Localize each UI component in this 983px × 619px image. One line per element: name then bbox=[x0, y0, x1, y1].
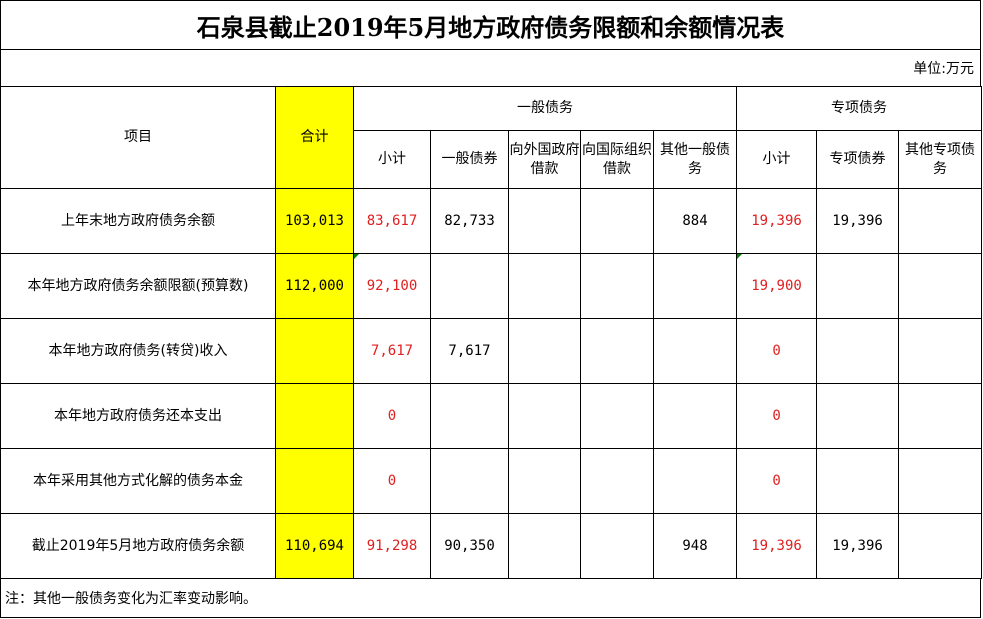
cell-other-special-debt[interactable] bbox=[898, 253, 983, 319]
cell-general-bond[interactable]: 82,733 bbox=[430, 188, 509, 254]
cell-general-subtotal[interactable]: 0 bbox=[353, 383, 431, 449]
header-general-debt[interactable]: 一般债务 bbox=[352, 86, 738, 131]
row-label[interactable]: 本年地方政府债务(转贷)收入 bbox=[0, 318, 276, 384]
cell-foreign-gov-loan[interactable] bbox=[508, 253, 581, 319]
cell-special-subtotal[interactable]: 0 bbox=[736, 318, 818, 384]
cell-special-bond[interactable]: 19,396 bbox=[816, 513, 900, 579]
cell-general-bond[interactable]: 90,350 bbox=[430, 513, 509, 579]
table-title[interactable]: 石泉县截止2019年5月地方政府债务限额和余额情况表 bbox=[0, 0, 981, 50]
cell-foreign-gov-loan[interactable] bbox=[508, 448, 581, 514]
cell-special-subtotal[interactable]: 19,900 bbox=[736, 253, 818, 319]
row-label[interactable]: 本年采用其他方式化解的债务本金 bbox=[0, 448, 276, 514]
cell-other-special-debt[interactable] bbox=[898, 188, 983, 254]
row-label[interactable]: 截止2019年5月地方政府债务余额 bbox=[0, 513, 276, 579]
header-special-debt[interactable]: 专项债务 bbox=[736, 86, 983, 131]
cell-total[interactable]: 112,000 bbox=[275, 253, 354, 319]
cell-other-special-debt[interactable] bbox=[898, 383, 983, 449]
table-row: 本年地方政府债务余额限额(预算数) 112,000 92,100 19,900 bbox=[0, 253, 983, 319]
header-special-subtotal[interactable]: 小计 bbox=[736, 130, 818, 189]
header-special-bond[interactable]: 专项债券 bbox=[816, 130, 900, 189]
debt-table: 项目 合计 一般债务 专项债务 小计 一般债券 向外国政府借款 向国际组织借款 … bbox=[0, 86, 983, 579]
cell-intl-org-loan[interactable] bbox=[580, 318, 654, 384]
table-row: 上年末地方政府债务余额 103,013 83,617 82,733 884 19… bbox=[0, 188, 983, 254]
cell-general-bond[interactable]: 7,617 bbox=[430, 318, 509, 384]
cell-special-bond[interactable]: 19,396 bbox=[816, 188, 900, 254]
footnote: 注：其他一般债务变化为汇率变动影响。 bbox=[5, 590, 257, 607]
table-row: 本年地方政府债务还本支出 0 0 bbox=[0, 383, 983, 449]
cell-other-general-debt[interactable] bbox=[652, 318, 738, 384]
unit-label: 单位:万元 bbox=[913, 61, 974, 77]
cell-general-bond[interactable] bbox=[430, 448, 509, 514]
cell-total[interactable] bbox=[275, 318, 354, 384]
header-other-general-debt[interactable]: 其他一般债务 bbox=[652, 130, 738, 189]
cell-special-bond[interactable] bbox=[816, 318, 900, 384]
cell-special-subtotal[interactable]: 0 bbox=[736, 448, 818, 514]
cell-general-subtotal[interactable]: 0 bbox=[353, 448, 431, 514]
cell-intl-org-loan[interactable] bbox=[580, 513, 654, 579]
cell-other-special-debt[interactable] bbox=[898, 513, 983, 579]
cell-total[interactable]: 110,694 bbox=[275, 513, 354, 579]
cell-general-subtotal[interactable]: 7,617 bbox=[353, 318, 431, 384]
cell-other-general-debt[interactable]: 884 bbox=[652, 188, 738, 254]
cell-special-subtotal[interactable]: 19,396 bbox=[736, 188, 818, 254]
cell-general-subtotal[interactable]: 83,617 bbox=[353, 188, 431, 254]
cell-general-subtotal[interactable]: 92,100 bbox=[353, 253, 431, 319]
cell-foreign-gov-loan[interactable] bbox=[508, 318, 581, 384]
header-total[interactable]: 合计 bbox=[275, 86, 354, 189]
row-label[interactable]: 本年地方政府债务还本支出 bbox=[0, 383, 276, 449]
unit-label-cell[interactable]: 单位:万元 bbox=[0, 50, 981, 86]
header-item[interactable]: 项目 bbox=[0, 86, 276, 189]
header-general-subtotal[interactable]: 小计 bbox=[353, 130, 431, 189]
cell-special-bond[interactable] bbox=[816, 448, 900, 514]
cell-special-subtotal[interactable]: 19,396 bbox=[736, 513, 818, 579]
table-row: 截止2019年5月地方政府债务余额 110,694 91,298 90,350 … bbox=[0, 513, 983, 579]
cell-intl-org-loan[interactable] bbox=[580, 383, 654, 449]
cell-foreign-gov-loan[interactable] bbox=[508, 188, 581, 254]
cell-other-general-debt[interactable]: 948 bbox=[652, 513, 738, 579]
cell-general-bond[interactable] bbox=[430, 383, 509, 449]
footnote-cell[interactable]: 注：其他一般债务变化为汇率变动影响。 bbox=[0, 578, 981, 618]
cell-total[interactable] bbox=[275, 383, 354, 449]
cell-general-subtotal[interactable]: 91,298 bbox=[353, 513, 431, 579]
cell-special-bond[interactable] bbox=[816, 253, 900, 319]
cell-other-special-debt[interactable] bbox=[898, 318, 983, 384]
table-row: 本年地方政府债务(转贷)收入 7,617 7,617 0 bbox=[0, 318, 983, 384]
cell-intl-org-loan[interactable] bbox=[580, 448, 654, 514]
table-row: 本年采用其他方式化解的债务本金 0 0 bbox=[0, 448, 983, 514]
cell-total[interactable] bbox=[275, 448, 354, 514]
cell-total[interactable]: 103,013 bbox=[275, 188, 354, 254]
header-intl-org-loan[interactable]: 向国际组织借款 bbox=[580, 130, 654, 189]
cell-other-general-debt[interactable] bbox=[652, 383, 738, 449]
cell-other-special-debt[interactable] bbox=[898, 448, 983, 514]
cell-intl-org-loan[interactable] bbox=[580, 188, 654, 254]
cell-other-general-debt[interactable] bbox=[652, 448, 738, 514]
cell-foreign-gov-loan[interactable] bbox=[508, 383, 581, 449]
cell-general-bond[interactable] bbox=[430, 253, 509, 319]
cell-intl-org-loan[interactable] bbox=[580, 253, 654, 319]
header-other-special-debt[interactable]: 其他专项债务 bbox=[898, 130, 983, 189]
cell-foreign-gov-loan[interactable] bbox=[508, 513, 581, 579]
cell-special-subtotal[interactable]: 0 bbox=[736, 383, 818, 449]
cell-other-general-debt[interactable] bbox=[652, 253, 738, 319]
cell-special-bond[interactable] bbox=[816, 383, 900, 449]
header-general-bond[interactable]: 一般债券 bbox=[430, 130, 509, 189]
row-label[interactable]: 上年末地方政府债务余额 bbox=[0, 188, 276, 254]
header-foreign-gov-loan[interactable]: 向外国政府借款 bbox=[508, 130, 581, 189]
row-label[interactable]: 本年地方政府债务余额限额(预算数) bbox=[0, 253, 276, 319]
